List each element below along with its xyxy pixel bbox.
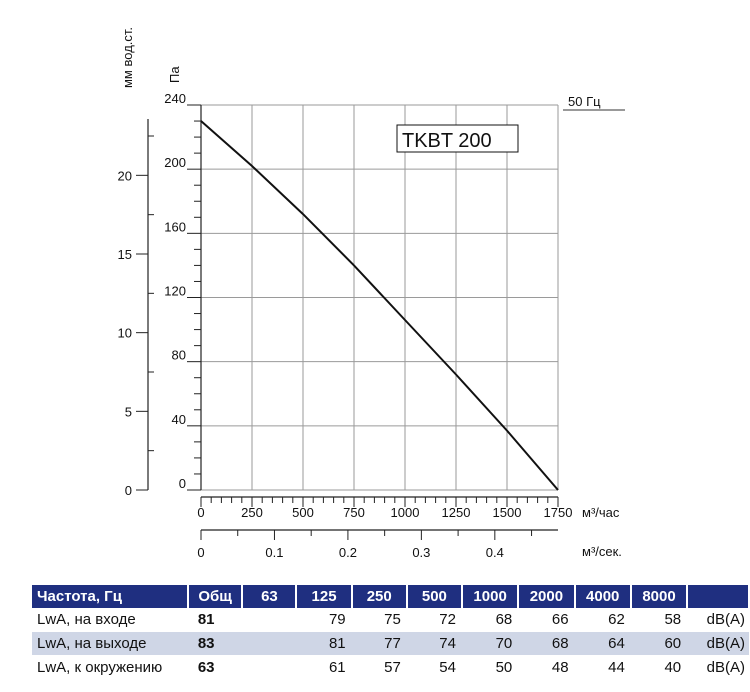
row-value: 68 xyxy=(518,631,575,656)
pa-tick-label: 240 xyxy=(164,91,186,106)
row-unit: dB(A) xyxy=(687,608,749,632)
row-value: 62 xyxy=(574,608,631,632)
row-label: LwA, к окружению xyxy=(32,655,188,680)
row-total: 83 xyxy=(187,631,243,656)
pa-tick-label: 160 xyxy=(164,219,186,234)
flow-sec-tick-label: 0.1 xyxy=(265,545,283,560)
header-cell: 250 xyxy=(351,585,408,608)
flow-sec-tick-label: 0.2 xyxy=(339,545,357,560)
row-value: 54 xyxy=(406,655,462,680)
row-unit: dB(A) xyxy=(687,655,749,680)
row-value: 58 xyxy=(630,608,688,632)
header-cell: 1000 xyxy=(461,585,520,608)
row-label: LwA, на выходе xyxy=(32,631,188,656)
model-title: TKBT 200 xyxy=(402,130,492,152)
mm-tick-label: 5 xyxy=(125,404,132,419)
right-axis-label: Па xyxy=(167,66,182,83)
mm-tick-label: 0 xyxy=(125,483,132,498)
row-value: 44 xyxy=(574,655,631,680)
header-cell: 8000 xyxy=(630,585,689,608)
flow-hour-tick-label: 1750 xyxy=(544,505,573,520)
row-value: 66 xyxy=(518,608,575,632)
performance-curve xyxy=(200,120,559,491)
sound-power-table: Частота, Гц Общ 63 125 250 500 1000 2000 4000 800… xyxy=(32,585,750,680)
row-value: 75 xyxy=(351,608,407,632)
chart-axes xyxy=(136,104,559,540)
row-label: LwA, на входе xyxy=(32,608,188,632)
header-cell xyxy=(687,585,750,608)
flow-hour-tick-label: 250 xyxy=(241,505,263,520)
row-value xyxy=(242,608,297,632)
row-value: 64 xyxy=(574,631,631,656)
mm-tick-label: 20 xyxy=(118,168,132,183)
flow-hour-tick-label: 750 xyxy=(343,505,365,520)
row-value xyxy=(242,631,297,656)
pa-tick-label: 120 xyxy=(164,284,186,299)
row-total: 81 xyxy=(187,608,243,632)
x-axis-main-label: м³/час xyxy=(582,505,620,520)
table-row: LwA, на выходе 83 81 77 74 70 68 64 60 dB(A) xyxy=(32,631,749,656)
performance-curve-layer xyxy=(200,120,559,491)
row-value: 79 xyxy=(296,608,352,632)
row-value: 40 xyxy=(630,655,688,680)
row-value: 48 xyxy=(518,655,575,680)
table-header-row: Частота, Гц Общ 63 125 250 500 1000 2000 4000 800… xyxy=(32,585,750,608)
header-cell: 500 xyxy=(406,585,463,608)
flow-hour-tick-label: 1500 xyxy=(493,505,522,520)
flow-hour-tick-label: 0 xyxy=(197,505,204,520)
flow-sec-tick-label: 0.3 xyxy=(412,545,430,560)
pa-tick-label: 0 xyxy=(179,476,186,491)
header-cell: 2000 xyxy=(518,585,576,608)
row-value: 72 xyxy=(406,608,462,632)
chart-grid xyxy=(200,104,559,491)
row-value: 81 xyxy=(296,631,352,656)
table-body: LwA, на входе 81 79 75 72 68 66 62 58 dB(A) LwA, н… xyxy=(32,608,749,680)
row-value xyxy=(242,655,297,680)
header-frequency-label: Частота, Гц xyxy=(32,585,189,608)
pa-tick-label: 80 xyxy=(172,348,186,363)
mm-tick-label: 15 xyxy=(118,247,132,262)
flow-hour-tick-label: 1000 xyxy=(391,505,420,520)
row-value: 60 xyxy=(630,631,688,656)
mm-tick-label: 10 xyxy=(118,326,132,341)
row-value: 57 xyxy=(351,655,407,680)
header-cell: 125 xyxy=(296,585,353,608)
x-axis-secondary-label: м³/сек. xyxy=(582,544,622,559)
model-title-box: TKBT 200 xyxy=(396,124,519,153)
row-total: 63 xyxy=(187,655,243,680)
row-value: 70 xyxy=(461,631,519,656)
pa-tick-label: 40 xyxy=(172,412,186,427)
flow-sec-tick-label: 0 xyxy=(197,545,204,560)
frequency-label: 50 Гц xyxy=(568,94,601,109)
row-value: 74 xyxy=(406,631,462,656)
header-cell: Общ xyxy=(187,585,244,608)
flow-hour-tick-label: 500 xyxy=(292,505,314,520)
row-value: 61 xyxy=(296,655,352,680)
pa-tick-label: 200 xyxy=(164,155,186,170)
row-unit: dB(A) xyxy=(687,631,749,656)
table-row: LwA, на входе 81 79 75 72 68 66 62 58 dB(A) xyxy=(32,608,749,632)
table-row: LwA, к окружению 63 61 57 54 50 48 44 40 dB(A) xyxy=(32,655,749,680)
header-cell: 4000 xyxy=(574,585,632,608)
flow-hour-tick-label: 1250 xyxy=(442,505,471,520)
row-value: 68 xyxy=(461,608,519,632)
frequency-note: 50 Гц xyxy=(563,94,625,111)
header-cell: 63 xyxy=(242,585,298,608)
flow-sec-tick-label: 0.4 xyxy=(486,545,504,560)
row-value: 77 xyxy=(351,631,407,656)
row-value: 50 xyxy=(461,655,519,680)
model-title-frame xyxy=(396,124,519,153)
left-axis-label: мм вод.ст. xyxy=(120,27,135,88)
